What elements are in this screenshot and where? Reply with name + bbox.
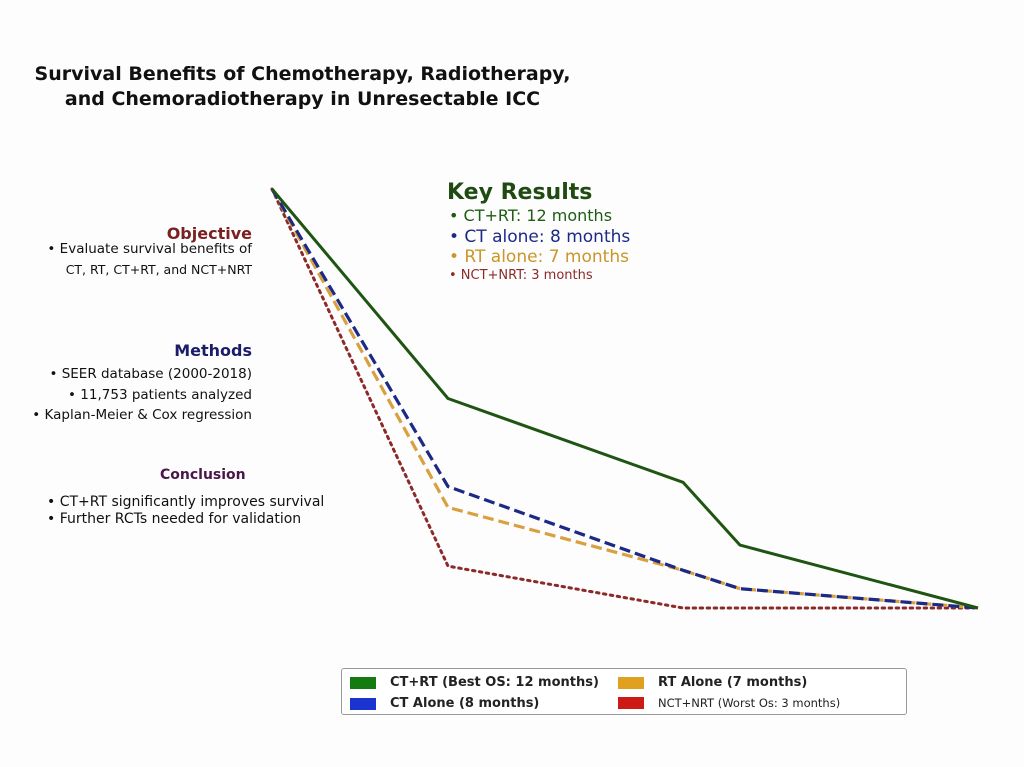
objective-line-2: CT, RT, CT+RT, and NCT+NRT (65, 262, 252, 277)
methods-heading: Methods (174, 341, 252, 360)
legend-swatch-rt-alone (618, 676, 644, 689)
legend-label-rt-alone: RT Alone (7 months) (658, 675, 808, 690)
objective-heading: Objective (166, 224, 252, 243)
conclusion-line-1: • CT+RT significantly improves survival (47, 494, 325, 510)
legend-swatch-ct-alone (350, 697, 376, 710)
legend-item-ct-rt: CT+RT (Best OS: 12 months) (350, 675, 599, 690)
chart-title-line-1: Survival Benefits of Chemotherapy, Radio… (34, 63, 571, 85)
series-line-0 (270, 188, 979, 610)
series-layer (270, 187, 980, 610)
series-line-2 (270, 188, 979, 610)
methods-line-3: • Kaplan-Meier & Cox regression (32, 407, 252, 423)
legend: CT+RT (Best OS: 12 months) CT Alone (8 m… (341, 668, 907, 715)
objective-line-1: • Evaluate survival benefits of (47, 241, 252, 257)
key-results-heading: Key Results (447, 180, 593, 205)
legend-swatch-ct-rt (350, 676, 376, 689)
methods-line-2: • 11,753 patients analyzed (68, 387, 252, 403)
key-result-ct-rt: • CT+RT: 12 months (449, 206, 613, 225)
key-result-rt-alone: • RT alone: 7 months (449, 247, 629, 267)
legend-label-ct-alone: CT Alone (8 months) (390, 696, 540, 711)
chart-title-line-2: and Chemoradiotherapy in Unresectable IC… (64, 88, 541, 110)
key-result-ct-alone: • CT alone: 8 months (449, 227, 631, 247)
legend-item-ct-alone: CT Alone (8 months) (350, 696, 539, 711)
legend-item-nct-nrt: NCT+NRT (Worst Os: 3 months) (618, 696, 840, 710)
legend-label-nct-nrt: NCT+NRT (Worst Os: 3 months) (658, 696, 841, 710)
legend-item-rt-alone: RT Alone (7 months) (618, 675, 807, 690)
chart-title: Survival Benefits of Chemotherapy, Radio… (20, 62, 585, 112)
key-result-nct-nrt: • NCT+NRT: 3 months (449, 268, 593, 283)
series-line-3 (270, 187, 980, 610)
methods-line-1: • SEER database (2000-2018) (49, 366, 252, 382)
conclusion-line-2: • Further RCTs needed for validation (47, 511, 302, 527)
legend-label-ct-rt: CT+RT (Best OS: 12 months) (390, 675, 599, 690)
series-line-1 (270, 188, 979, 610)
legend-swatch-nct-nrt (618, 697, 644, 709)
conclusion-heading: Conclusion (160, 467, 246, 483)
